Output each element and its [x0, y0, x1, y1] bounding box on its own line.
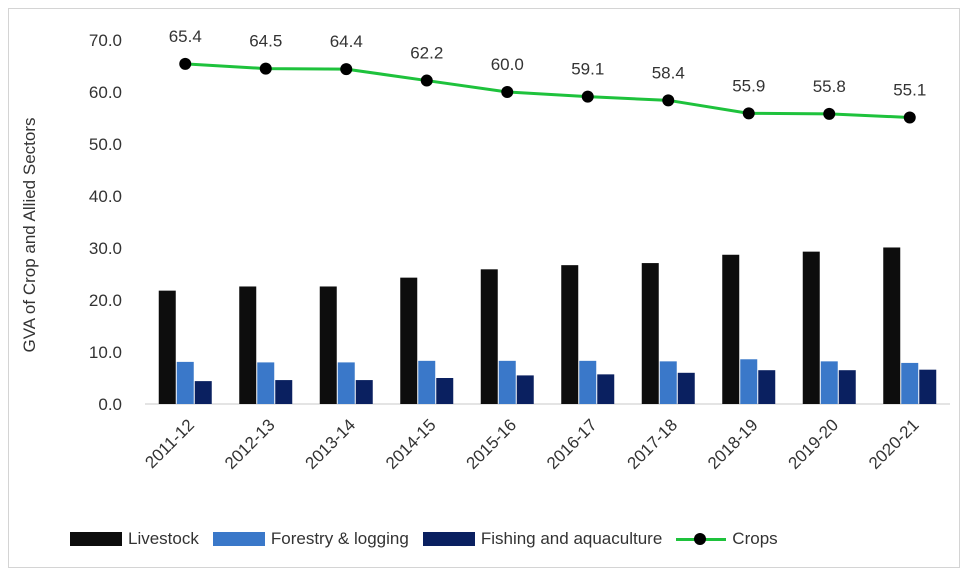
y-tick-label: 40.0: [89, 187, 122, 206]
crops-point-2020-21: [903, 111, 916, 124]
x-tick-label: 2019-20: [785, 415, 843, 473]
crops-line: [185, 62, 910, 119]
x-tick-label: 2015-16: [463, 415, 521, 473]
x-tick-label: 2017-18: [624, 415, 682, 473]
crops-data-label: 62.2: [410, 44, 443, 63]
legend-item-livestock: Livestock: [70, 529, 199, 549]
bar-livestock-2014-15: [400, 277, 418, 404]
bar-fishing-and-aquaculture-2014-15: [436, 378, 454, 404]
legend-label-forestry: Forestry & logging: [270, 529, 409, 548]
y-tick-label: 70.0: [89, 31, 122, 50]
crops-data-label: 55.1: [893, 80, 926, 99]
y-tick-label: 0.0: [98, 395, 122, 414]
crops-data-label: 64.4: [330, 32, 363, 51]
legend-swatch-forestry: [212, 532, 265, 546]
y-tick-label: 50.0: [89, 135, 122, 154]
legend-item-fishing: Fishing and aquaculture: [422, 529, 663, 549]
bar-livestock-2017-18: [641, 263, 659, 404]
crops-data-label: 55.9: [732, 76, 765, 95]
bar-fishing-and-aquaculture-2018-19: [758, 370, 776, 404]
legend-label-livestock: Livestock: [128, 529, 199, 548]
bar-forestry-logging-2015-16: [498, 360, 516, 404]
crops-data-label: 55.8: [813, 77, 846, 96]
bar-livestock-2016-17: [561, 265, 579, 404]
crops-point-2014-15: [420, 74, 433, 87]
bar-forestry-logging-2018-19: [740, 359, 758, 404]
bar-fishing-and-aquaculture-2020-21: [919, 369, 937, 404]
crops-point-2011-12: [179, 57, 192, 70]
bar-fishing-and-aquaculture-2011-12: [194, 381, 212, 404]
bar-fishing-and-aquaculture-2012-13: [275, 380, 293, 404]
bar-forestry-logging-2016-17: [579, 360, 597, 404]
bar-fishing-and-aquaculture-2017-18: [677, 372, 695, 404]
bar-livestock-2013-14: [319, 286, 337, 404]
x-tick-label: 2012-13: [221, 415, 279, 473]
legend-swatch-crops: [676, 532, 727, 546]
legend: Livestock Forestry & logging Fishing and…: [70, 524, 792, 554]
bar-fishing-and-aquaculture-2016-17: [597, 374, 615, 404]
crops-point-2012-13: [259, 62, 272, 75]
chart-frame: [8, 8, 960, 568]
crops-data-label: 60.0: [491, 55, 524, 74]
bar-fishing-and-aquaculture-2019-20: [838, 370, 856, 404]
x-tick-label: 2020-21: [865, 415, 923, 473]
crops-data-label: 58.4: [652, 63, 685, 82]
legend-label-fishing: Fishing and aquaculture: [480, 529, 663, 548]
bar-forestry-logging-2011-12: [176, 361, 194, 404]
x-tick-label: 2014-15: [382, 415, 440, 473]
crops-data-label: 65.4: [169, 27, 202, 46]
y-tick-label: 20.0: [89, 291, 122, 310]
y-axis-title-text: GVA of Crop and Allied Sectors: [20, 117, 39, 353]
bar-fishing-and-aquaculture-2015-16: [516, 375, 534, 404]
bar-livestock-2012-13: [239, 286, 257, 404]
crops-point-2013-14: [340, 63, 353, 76]
y-tick-label: 30.0: [89, 239, 122, 258]
bar-forestry-logging-2020-21: [901, 362, 919, 404]
x-tick-label: 2013-14: [302, 415, 360, 473]
bar-forestry-logging-2014-15: [418, 360, 436, 404]
bar-forestry-logging-2019-20: [820, 361, 838, 404]
x-tick-label: 2018-19: [704, 415, 762, 473]
x-tick-label: 2011-12: [141, 415, 198, 472]
x-tick-label: 2016-17: [543, 415, 601, 473]
legend-swatch-fishing: [422, 532, 475, 546]
bar-livestock-2020-21: [883, 247, 901, 404]
y-tick-label: 10.0: [89, 343, 122, 362]
crops-point-2017-18: [662, 94, 675, 107]
crops-point-2016-17: [581, 90, 594, 103]
legend-item-crops: Crops: [676, 529, 778, 549]
bar-livestock-2019-20: [802, 251, 820, 404]
crops-point-2015-16: [501, 86, 514, 98]
crops-data-label: 64.5: [249, 32, 282, 51]
legend-item-forestry: Forestry & logging: [212, 529, 409, 549]
bar-forestry-logging-2017-18: [659, 361, 677, 404]
legend-swatch-livestock: [70, 532, 122, 546]
bar-fishing-and-aquaculture-2013-14: [355, 380, 373, 404]
bar-livestock-2018-19: [722, 254, 740, 404]
crops-point-2018-19: [742, 107, 755, 120]
bar-livestock-2015-16: [480, 269, 498, 404]
bar-forestry-logging-2012-13: [257, 362, 275, 404]
bar-forestry-logging-2013-14: [337, 362, 355, 404]
crops-data-label: 59.1: [571, 60, 604, 79]
y-axis-title: GVA of Crop and Allied Sectors: [10, 70, 50, 400]
legend-label-crops: Crops: [732, 529, 778, 548]
crops-point-2019-20: [823, 107, 836, 120]
bar-livestock-2011-12: [158, 290, 176, 404]
y-tick-label: 60.0: [89, 83, 122, 102]
